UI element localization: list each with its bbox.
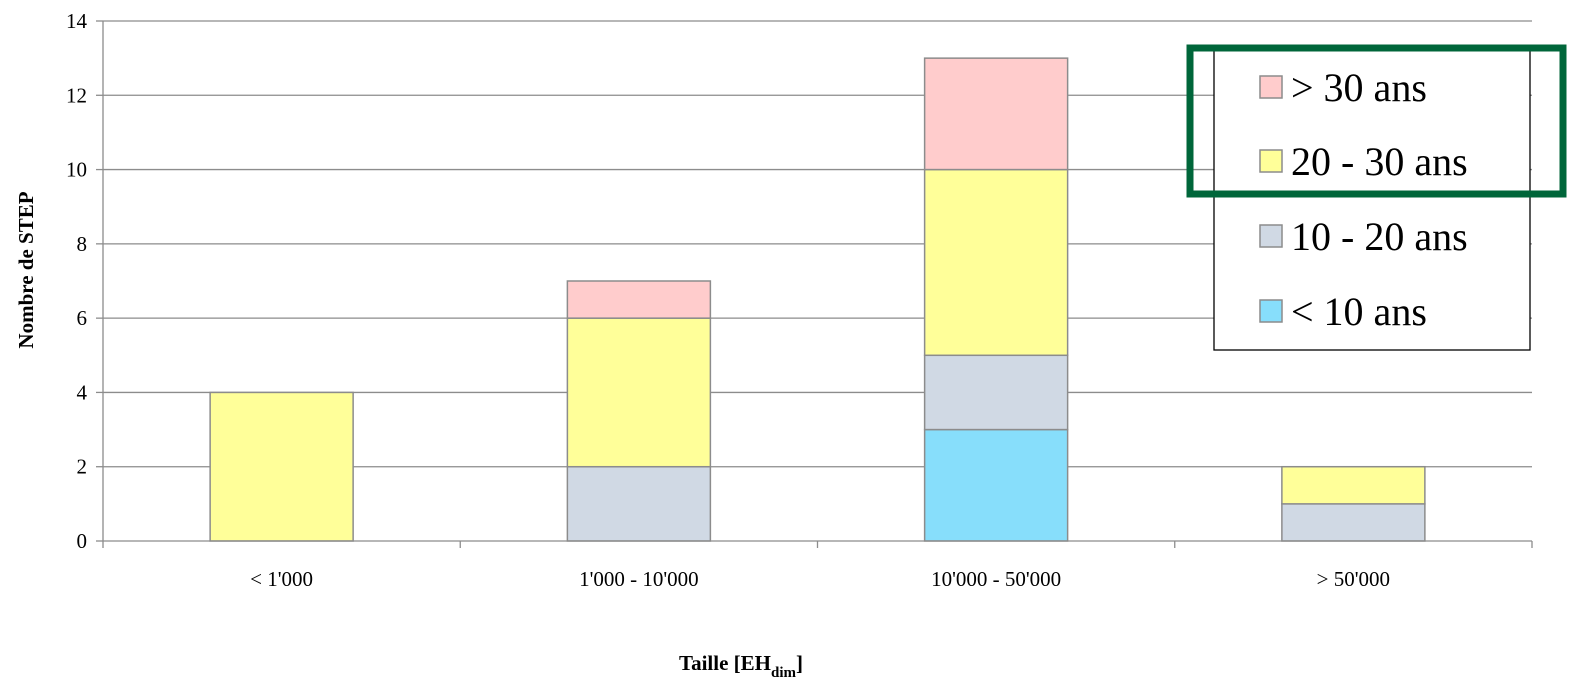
bar-segment xyxy=(566,465,712,542)
bar-segment xyxy=(923,168,1069,357)
bar-segment xyxy=(923,354,1069,431)
bar-segment xyxy=(566,317,712,468)
y-tick-label: 6 xyxy=(77,306,88,330)
y-axis-title: Nombre de STEP xyxy=(14,191,38,348)
legend-entry-label: < 10 ans xyxy=(1291,289,1427,334)
y-tick-label: 4 xyxy=(77,380,88,404)
y-tick-label: 14 xyxy=(66,9,88,33)
y-tick-label: 10 xyxy=(66,158,87,182)
x-tick-label: 1'000 - 10'000 xyxy=(579,567,699,591)
legend-highlight-frame xyxy=(1186,44,1567,198)
legend-entry-label: 10 - 20 ans xyxy=(1291,214,1468,259)
legend-swatch xyxy=(1259,75,1283,99)
bar-segment xyxy=(923,428,1069,542)
x-tick-label: < 1'000 xyxy=(250,567,313,591)
y-tick-label: 8 xyxy=(77,232,88,256)
legend-swatch xyxy=(1259,224,1283,248)
bar-segment xyxy=(1281,465,1426,505)
bar-segment xyxy=(923,57,1069,171)
y-tick-label: 2 xyxy=(77,455,88,479)
bar-segment xyxy=(209,391,354,542)
legend-entry-label: 20 - 30 ans xyxy=(1291,139,1468,184)
legend-swatch xyxy=(1259,299,1283,323)
x-axis-title: Taille [EHdim] xyxy=(679,651,803,681)
axes: 0 2 4 6 8 10 12 14 < 1'000 1'000 - 10'000 10'000 -… xyxy=(66,9,1533,591)
legend-swatch xyxy=(1259,149,1283,173)
x-tick-label: > 50'000 xyxy=(1317,567,1390,591)
y-tick-label: 0 xyxy=(77,529,88,553)
bar-segment xyxy=(566,280,712,319)
y-tick-label: 12 xyxy=(66,83,87,107)
bars xyxy=(209,57,1426,542)
bar-segment xyxy=(1281,503,1426,542)
legend: > 30 ans 20 - 30 ans 10 - 20 ans < 10 ans xyxy=(1186,44,1567,351)
x-tick-label: 10'000 - 50'000 xyxy=(931,567,1061,591)
legend-entry-label: > 30 ans xyxy=(1291,65,1427,110)
